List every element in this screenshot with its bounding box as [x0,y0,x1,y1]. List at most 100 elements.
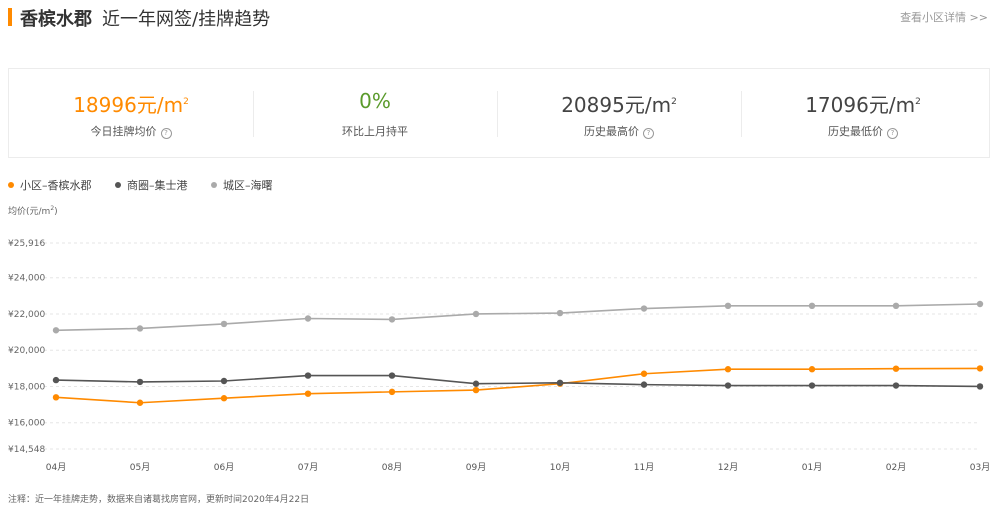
x-tick-label: 08月 [382,462,402,473]
help-icon[interactable]: ? [160,128,172,139]
y-tick-label: ¥24,000 [8,274,45,284]
data-point-0 [472,386,480,394]
divider [497,91,498,137]
stat-number: 18996 [73,93,137,117]
y-tick-label: ¥16,000 [8,419,45,429]
data-point-2 [640,305,648,312]
stat-value: 17096元/m2 [741,89,985,118]
legend-label: 商圈–集士港 [127,179,188,192]
data-point-1 [472,380,480,387]
stat-unit-sup: 2 [671,97,677,107]
footnote: 注释：近一年挂牌走势，数据来自诸葛找房官网，更新时间2020年4月22日 [8,495,310,505]
stat-label-text: 历史最高价 [584,125,639,138]
stat-label-text: 今日挂牌均价 [90,125,157,138]
divider [741,91,742,137]
data-point-0 [136,399,144,406]
stat-label-text: 历史最低价 [828,125,883,138]
y-tick-label: ¥14,548 [8,445,45,455]
y-tick-label: ¥22,000 [8,310,45,320]
series-line-2 [55,303,981,332]
series-line-1 [55,374,981,388]
data-point-2 [976,300,984,308]
data-point-1 [556,379,564,387]
data-point-0 [640,370,648,377]
stats-panel: 18996元/m2 今日挂牌均价? 0% 环比上月持平 20895元/m2 历史… [8,68,990,158]
stat-label: 历史最高价? [497,123,741,139]
data-point-2 [472,310,480,318]
legend-label: 城区–海曙 [223,179,273,192]
header: 香槟水郡 近一年网签/挂牌趋势 查看小区详情 >> [0,0,1000,34]
y-axis-title-text: 均价(元/m [8,207,51,217]
x-tick-label: 03月 [970,462,990,473]
data-point-2 [808,302,816,310]
stat-value: 20895元/m2 [497,89,741,118]
x-tick-label: 07月 [298,462,318,473]
data-point-0 [976,365,984,372]
legend-dot-icon [115,182,121,188]
y-tick-label: ¥25,916 [8,239,45,249]
y-tick-label: ¥20,000 [8,346,45,356]
data-point-2 [388,316,396,323]
legend-label: 小区–香槟水郡 [20,179,92,192]
x-tick-label: 04月 [46,462,66,473]
help-icon[interactable]: ? [887,128,898,139]
legend-item-city-district[interactable]: 城区–海曙 [211,177,273,193]
y-axis-title: 均价(元/m2) [8,204,58,217]
x-tick-label: 12月 [718,462,738,473]
data-point-1 [136,378,144,386]
data-point-1 [220,377,228,385]
data-point-0 [808,366,816,373]
y-axis-title-sup: 2 [50,205,55,212]
title-accent-bar [8,8,12,26]
stat-label: 历史最低价? [741,123,985,139]
x-tick-label: 05月 [130,462,150,473]
series-line-0 [55,367,981,404]
data-point-2 [220,320,228,328]
data-point-1 [976,383,984,390]
data-point-1 [640,381,648,388]
data-point-1 [808,382,816,389]
stat-unit: 元/m [136,93,184,117]
legend-dot-icon [211,182,217,188]
legend-item-business-district[interactable]: 商圈–集士港 [115,177,188,193]
stat-today-listing-price: 18996元/m2 今日挂牌均价? [9,69,253,157]
x-tick-label: 01月 [802,462,822,473]
data-point-1 [388,372,396,379]
price-trend-chart: ¥14,548 ¥16,000 ¥18,000 ¥20,000 ¥22,000 ¥24,0… [8,239,990,473]
y-tick-label: ¥18,000 [8,382,45,392]
data-point-1 [892,382,900,389]
stat-historical-high: 20895元/m2 历史最高价? [497,69,741,157]
data-point-0 [724,366,732,373]
view-community-details-link[interactable]: 查看小区详情 >> [900,11,988,24]
stat-value: 0% [253,89,497,113]
data-point-0 [388,388,396,396]
legend-dot-icon [8,182,14,188]
data-point-2 [304,315,312,322]
stat-unit: 元/m [624,93,672,117]
stat-value: 18996元/m2 [9,89,253,118]
stat-label: 今日挂牌均价? [9,123,253,139]
stat-number: 17096 [805,93,869,117]
data-point-0 [220,395,228,402]
stat-number: 0% [359,89,391,113]
stat-label: 环比上月持平 [253,123,497,139]
page-subtitle: 近一年网签/挂牌趋势 [102,9,271,30]
x-tick-label: 11月 [634,462,654,473]
divider [253,91,254,137]
x-tick-label: 06月 [214,462,234,473]
page-title: 香槟水郡 近一年网签/挂牌趋势 [20,5,270,31]
data-point-2 [892,302,900,310]
data-point-1 [724,382,732,389]
data-point-0 [304,390,312,397]
data-point-0 [892,365,900,372]
data-point-2 [136,325,144,332]
stat-month-change: 0% 环比上月持平 [253,69,497,157]
legend-item-community[interactable]: 小区–香槟水郡 [8,177,92,193]
data-point-2 [556,309,564,317]
data-point-1 [304,372,312,379]
community-name: 香槟水郡 [20,9,92,30]
data-point-2 [724,302,732,310]
x-tick-label: 10月 [550,462,570,473]
help-icon[interactable]: ? [643,128,654,139]
stat-number: 20895 [561,93,625,117]
